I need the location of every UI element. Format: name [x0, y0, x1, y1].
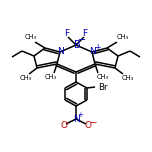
Text: N: N: [73, 114, 79, 123]
Text: CH₃: CH₃: [122, 75, 134, 81]
Text: −: −: [78, 35, 86, 45]
Text: F: F: [82, 29, 88, 38]
Text: O: O: [85, 121, 92, 130]
Text: B: B: [74, 40, 80, 50]
Text: CH₃: CH₃: [45, 74, 57, 80]
Text: +: +: [77, 112, 83, 118]
Text: Br: Br: [98, 83, 108, 92]
Text: CH₃: CH₃: [117, 34, 129, 40]
Text: CH₃: CH₃: [20, 75, 32, 81]
Text: N: N: [57, 47, 63, 57]
Text: F: F: [64, 29, 70, 38]
Text: N: N: [89, 47, 95, 57]
Text: O: O: [60, 121, 67, 130]
Text: CH₃: CH₃: [97, 74, 109, 80]
Text: CH₃: CH₃: [25, 34, 37, 40]
Text: −: −: [89, 117, 97, 126]
Text: +: +: [94, 43, 100, 52]
